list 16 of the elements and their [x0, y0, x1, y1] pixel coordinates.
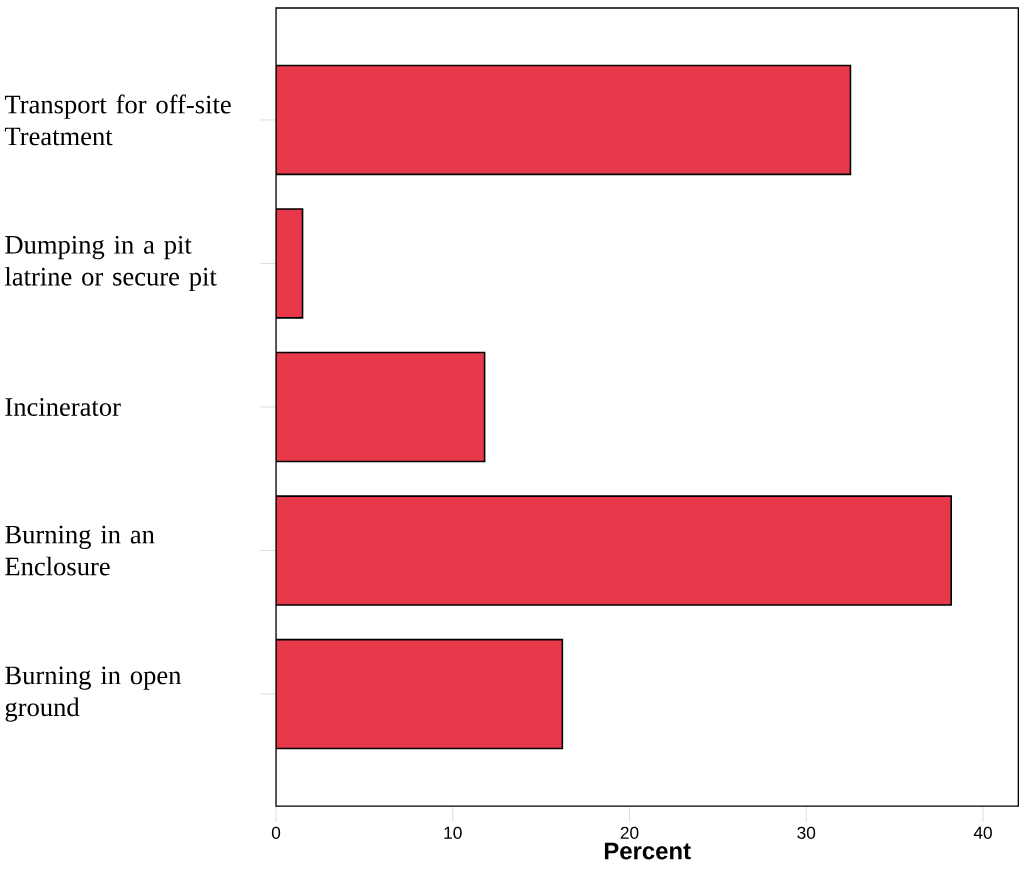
bar	[276, 64, 852, 176]
x-tick-label: 10	[444, 826, 462, 840]
y-tick-label: Burning in an Enclosure	[5, 525, 155, 576]
bar	[276, 639, 564, 750]
y-tick-label: Burning in open ground	[5, 666, 182, 722]
x-tick-label: 40	[973, 826, 992, 840]
x-tick-label: 30	[797, 826, 816, 840]
y-tick-label: Incinerator	[5, 398, 121, 417]
x-axis-title: Percent	[604, 842, 691, 860]
x-tick-label: 0	[271, 826, 281, 840]
bar	[276, 351, 486, 463]
bar	[276, 208, 304, 319]
bar	[276, 495, 952, 606]
y-tick-label: Dumping in a pit latrine or secure pit	[4, 236, 217, 292]
x-tick-label: 20	[620, 826, 639, 840]
y-tick-label: Transport for off-site Treatment	[4, 94, 231, 146]
